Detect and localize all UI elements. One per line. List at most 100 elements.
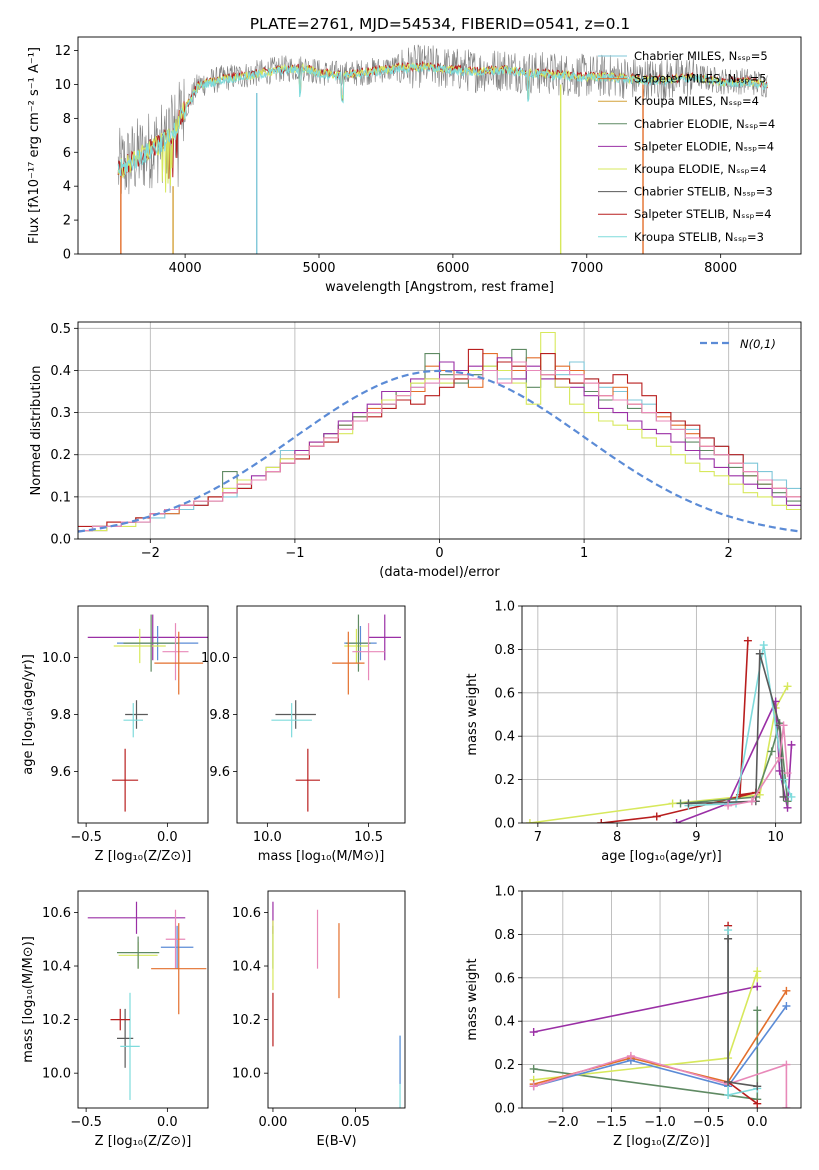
y-tick-label: 10.6	[42, 906, 71, 921]
weight-point-marker	[747, 797, 756, 806]
x-tick-label: 10.5	[354, 830, 383, 845]
y-tick-label: 9.8	[209, 708, 230, 723]
weight-point-marker	[525, 819, 534, 823]
x-axis-label: E(B-V)	[316, 1134, 356, 1149]
weight-point-marker	[743, 636, 752, 645]
y-tick-label: 0.6	[494, 686, 515, 701]
y-tick-label: 10.0	[201, 651, 230, 666]
weight-point-marker	[652, 812, 661, 821]
x-tick-label: 0.05	[341, 1115, 370, 1130]
x-axis-label: mass [log₁₀(M/M⊙)]	[258, 849, 385, 864]
plot-area	[87, 901, 207, 1100]
gaussian-curve	[78, 369, 801, 533]
weight-point-marker	[767, 747, 776, 756]
plot-area	[87, 614, 208, 812]
weight-point-marker	[724, 926, 733, 935]
errorbar-point	[123, 614, 179, 672]
errorbar-point	[87, 901, 186, 934]
weight-point-marker	[783, 682, 792, 691]
x-tick-label: 0	[435, 546, 443, 561]
plot-area	[522, 891, 801, 1108]
y-tick-label: 9.6	[50, 765, 71, 780]
chart-residuals: −2 −1 0 1 2 0.0 0.1 0.2 0.3 0.4 0.5 (data-model)/er…	[29, 321, 802, 580]
weight-point-marker	[782, 1002, 791, 1011]
y-tick-label: 0.2	[494, 1058, 515, 1073]
errorbar-point	[112, 748, 139, 812]
x-axis-label: Z [log₁₀(Z/Z⊙)]	[95, 1134, 192, 1149]
weight-point-marker	[668, 799, 677, 808]
weight-series-line	[688, 653, 785, 805]
weight-point-marker	[724, 1090, 733, 1099]
chart-mass-vs-Z: −0.5 0.0 10.0 10.2 10.4 10.6 Z [log₁₀(Z/Z⊙)] ma…	[21, 890, 209, 1149]
y-tick-label: 0.2	[50, 448, 71, 463]
legend-entry: Salpeter MILES, Nₛₛₚ=5	[634, 72, 767, 86]
legend-entry: Kroupa ELODIE, Nₛₛₚ=4	[634, 162, 767, 176]
errorbar-point	[110, 1008, 130, 1031]
y-tick-label: 0.6	[494, 971, 515, 986]
y-tick-label: 9.6	[209, 765, 230, 780]
x-tick-label: −2.0	[547, 1115, 579, 1130]
weight-point-marker	[724, 1077, 733, 1086]
y-tick-label: 1.0	[494, 885, 515, 900]
errorbar-point	[125, 700, 148, 729]
x-tick-label: 0.0	[157, 830, 178, 845]
weight-point-marker	[684, 799, 693, 808]
y-tick-label: 0.5	[50, 322, 71, 337]
y-tick-label: 0.2	[494, 773, 515, 788]
y-tick-label: 0.0	[494, 1102, 515, 1117]
chart-spectrum: 4000 5000 6000 7000 8000 0 2 4 6 8 10 12 wavelength …	[27, 36, 802, 295]
errorbar-point	[117, 936, 160, 969]
y-tick-label: 1.0	[494, 600, 515, 615]
chart-age-vs-Z: −0.5 0.0 9.6 9.8 10.0 Z [log₁₀(Z/Z⊙)] age [log…	[21, 605, 209, 864]
chart-panels: 4000 5000 6000 7000 8000024681012wavelength …	[21, 36, 802, 1149]
weight-point-marker	[783, 797, 792, 806]
x-tick-label: −0.5	[693, 1115, 725, 1130]
errorbar-point	[332, 631, 365, 695]
weight-point-marker	[753, 1099, 762, 1108]
y-tick-label: 10.6	[232, 906, 261, 921]
y-tick-label: 0.3	[50, 406, 71, 421]
y-axis-label: Flux [fλ10⁻¹⁷ erg cm⁻² s⁻¹ A⁻¹]	[27, 47, 42, 244]
errorbar-point	[160, 925, 194, 969]
errorbar-point	[120, 992, 140, 1100]
x-tick-label: −1	[285, 546, 304, 561]
figure-title: PLATE=2761, MJD=54534, FIBERID=0541, z=0…	[250, 15, 631, 33]
errorbar-point	[117, 1008, 134, 1068]
y-axis-label: Normed distribution	[29, 366, 44, 496]
y-tick-label: 0.4	[494, 1015, 515, 1030]
x-tick-label: 6000	[436, 261, 469, 276]
chart-mass-vs-EBV: 0.00 0.05 10.0 10.2 10.4 10.6 E(B-V)	[232, 890, 406, 1149]
weight-point-marker	[783, 769, 792, 778]
plot-area	[272, 901, 401, 1108]
weight-point-marker	[672, 819, 681, 823]
errorbar-point	[275, 700, 316, 729]
y-tick-label: 10.0	[232, 1067, 261, 1082]
legend-entry: Kroupa STELIB, Nₛₛₚ=3	[634, 230, 764, 244]
x-tick-label: 7	[534, 830, 542, 845]
legend-entry: Chabrier MILES, Nₛₛₚ=5	[634, 49, 768, 63]
weight-point-marker	[782, 1104, 791, 1108]
y-tick-label: 9.8	[50, 708, 71, 723]
x-axis-label: (data-model)/error	[379, 565, 500, 580]
weight-point-marker	[782, 1060, 791, 1069]
weight-point-marker	[724, 801, 733, 810]
weight-series-line	[533, 985, 758, 1033]
x-tick-label: −1.5	[596, 1115, 628, 1130]
weight-point-marker	[775, 753, 784, 762]
y-tick-label: 0.0	[50, 533, 71, 548]
weight-point-marker	[753, 973, 762, 982]
y-axis-label: age [log₁₀(age/yr)]	[21, 654, 36, 775]
errorbar-point	[368, 614, 401, 661]
legend: Chabrier MILES, Nₛₛₚ=5 Salpeter MILES, Nₛ…	[598, 49, 775, 244]
y-tick-label: 10.2	[232, 1013, 261, 1028]
weight-point-marker	[779, 721, 788, 730]
errorbar-point	[151, 923, 207, 1015]
x-tick-label: 9	[692, 830, 700, 845]
plot-area	[271, 614, 401, 812]
x-tick-label: 10	[767, 830, 784, 845]
y-tick-label: 0.4	[494, 730, 515, 745]
y-tick-label: 10.2	[42, 1013, 71, 1028]
weight-point-marker	[724, 934, 733, 943]
y-tick-label: 0.8	[494, 643, 515, 658]
